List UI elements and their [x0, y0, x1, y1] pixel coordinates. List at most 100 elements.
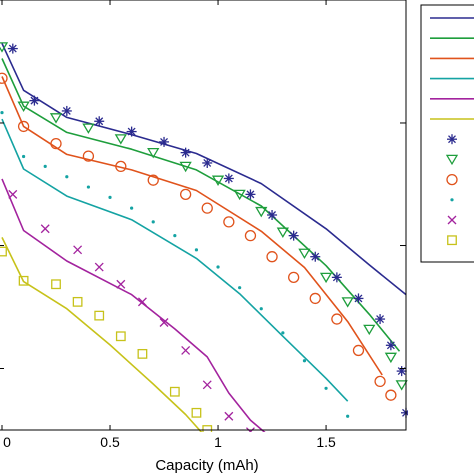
- legend-marker: [447, 235, 457, 246]
- data-point: [147, 174, 159, 186]
- data-point: [191, 407, 202, 418]
- data-point: [61, 105, 72, 116]
- series-line: [1, 118, 349, 402]
- data-point: [224, 411, 234, 421]
- data-point: [374, 375, 386, 388]
- x-tick-label: 0.5: [100, 434, 120, 450]
- data-point: [302, 359, 307, 363]
- data-point: [353, 293, 364, 304]
- data-point: [50, 137, 62, 150]
- legend-marker: [445, 154, 459, 166]
- x-tick-label: 0: [3, 434, 11, 450]
- data-point: [281, 331, 285, 335]
- data-point: [341, 297, 354, 308]
- data-point: [73, 245, 83, 255]
- x-tick-labels: 0 0.5 1 1.5: [3, 434, 336, 450]
- data-point: [223, 216, 235, 228]
- plot-area: [0, 42, 408, 441]
- data-point: [82, 123, 95, 134]
- data-point: [0, 246, 7, 257]
- series-line: [1, 237, 203, 432]
- data-point: [331, 272, 342, 283]
- data-point: [216, 265, 220, 269]
- data-point: [396, 366, 407, 377]
- data-point: [151, 220, 155, 224]
- data-point: [49, 113, 63, 124]
- data-point: [385, 340, 396, 351]
- data-point: [18, 275, 29, 286]
- data-point: [288, 271, 300, 284]
- data-point: [7, 43, 18, 54]
- legend: [420, 4, 474, 263]
- data-point: [17, 120, 30, 133]
- data-point: [331, 313, 343, 325]
- data-point: [43, 164, 47, 169]
- legend-marker: [447, 134, 457, 145]
- data-point: [65, 175, 69, 179]
- legend-marker: [450, 198, 454, 202]
- data-point: [385, 389, 397, 401]
- data-point: [179, 188, 192, 201]
- data-point: [245, 189, 256, 200]
- data-point: [276, 227, 289, 238]
- data-point: [72, 296, 83, 307]
- data-point: [94, 310, 105, 321]
- legend-marker: [446, 173, 458, 186]
- data-point: [245, 427, 255, 432]
- data-point: [0, 72, 8, 84]
- series-line: [1, 178, 266, 432]
- data-point: [202, 157, 213, 168]
- legend-box: [420, 4, 474, 263]
- data-point: [159, 136, 170, 147]
- plot-frame: [0, 0, 407, 431]
- series-line: [1, 58, 401, 352]
- data-point: [115, 160, 127, 173]
- data-point: [181, 345, 191, 355]
- axis-ticks: [0, 0, 406, 430]
- data-point: [0, 111, 4, 115]
- data-point: [298, 248, 311, 260]
- data-point: [257, 433, 265, 441]
- data-point: [384, 352, 398, 364]
- x-axis-label: Capacity (mAh): [155, 457, 258, 474]
- data-point: [51, 279, 61, 290]
- data-point: [201, 202, 213, 214]
- data-point: [346, 414, 350, 418]
- data-point: [40, 224, 50, 234]
- data-point: [86, 185, 91, 189]
- data-point: [266, 251, 278, 263]
- data-point: [395, 380, 408, 391]
- data-point: [352, 344, 365, 357]
- x-tick-label: 1.5: [316, 434, 336, 450]
- data-point: [288, 230, 299, 241]
- data-point: [310, 251, 321, 262]
- data-point: [223, 173, 234, 184]
- data-point: [244, 229, 257, 242]
- data-point: [126, 126, 137, 137]
- data-point: [211, 175, 225, 186]
- data-point: [267, 210, 278, 220]
- data-point: [130, 206, 134, 210]
- data-point: [202, 380, 212, 390]
- data-point: [233, 189, 246, 201]
- data-point: [375, 314, 386, 325]
- legend-marker: [447, 215, 457, 225]
- data-point: [173, 234, 177, 238]
- series-line: [1, 76, 383, 376]
- data-point: [0, 42, 9, 53]
- x-tick-label: 1: [214, 434, 222, 450]
- data-point: [94, 116, 105, 127]
- data-point: [363, 324, 376, 336]
- data-point: [8, 189, 18, 199]
- data-point: [147, 147, 160, 159]
- data-point: [259, 307, 263, 311]
- data-point: [108, 195, 112, 199]
- data-point: [180, 147, 191, 158]
- data-point: [94, 262, 104, 272]
- data-point: [324, 386, 328, 390]
- data-point: [22, 154, 26, 159]
- data-point: [116, 279, 126, 289]
- data-point: [238, 286, 242, 290]
- data-point: [115, 331, 126, 342]
